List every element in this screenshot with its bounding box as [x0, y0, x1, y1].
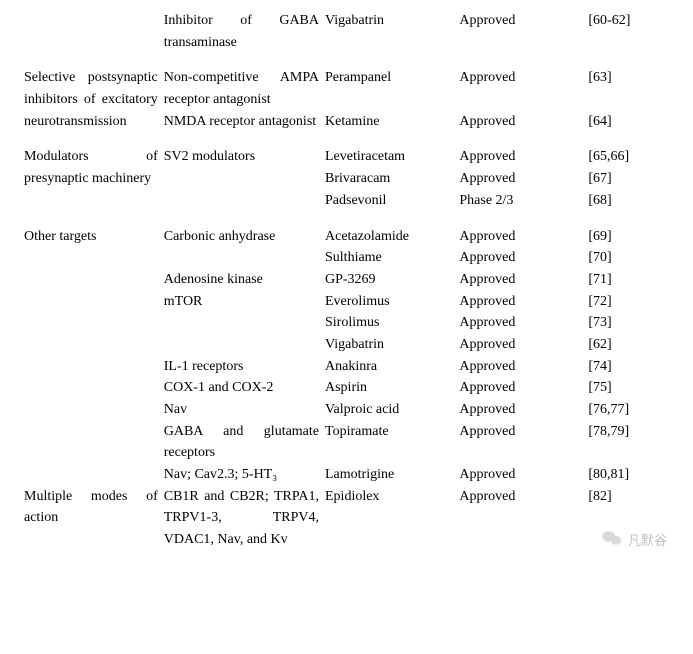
- cell-ref: [74]: [588, 356, 669, 378]
- cell-drug: Topiramate: [325, 421, 459, 464]
- cell-ref: [76,77]: [588, 399, 669, 421]
- cell-drug: Brivaracam: [325, 168, 459, 190]
- cell-status: Approved: [459, 399, 588, 421]
- cell-ref: [70]: [588, 247, 669, 269]
- cell-mechanism: Nav: [164, 399, 325, 421]
- table-row: Selective postsynaptic inhibitors of exc…: [24, 67, 669, 110]
- cell-status: Approved: [459, 10, 588, 53]
- cell-ref: [71]: [588, 269, 669, 291]
- wechat-icon: [602, 530, 622, 549]
- cell-ref: [60-62]: [588, 10, 669, 53]
- cell-drug: Vigabatrin: [325, 334, 459, 356]
- cell-drug: Sirolimus: [325, 312, 459, 334]
- cell-category: Modulators of presynaptic machinery: [24, 146, 164, 211]
- cell-mechanism: Nav; Cav2.3; 5-HT₃: [164, 464, 325, 486]
- cell-status: Approved: [459, 464, 588, 486]
- cell-drug: Anakinra: [325, 356, 459, 378]
- cell-mechanism: [164, 190, 325, 212]
- watermark-text: 凡默谷: [628, 530, 667, 549]
- group-spacer: [24, 53, 669, 67]
- cell-status: Approved: [459, 312, 588, 334]
- cell-mechanism: Non-competitive AMPA receptor antagonist: [164, 67, 325, 110]
- cell-mechanism: Adenosine kinase: [164, 269, 325, 291]
- cell-ref: [69]: [588, 226, 669, 248]
- cell-mechanism: mTOR: [164, 291, 325, 313]
- cell-category: Selective postsynaptic inhibitors of exc…: [24, 67, 164, 132]
- group-spacer: [24, 212, 669, 226]
- cell-ref: [62]: [588, 334, 669, 356]
- cell-drug: Valproic acid: [325, 399, 459, 421]
- cell-ref: [78,79]: [588, 421, 669, 464]
- cell-drug: Sulthiame: [325, 247, 459, 269]
- cell-status: Approved: [459, 486, 588, 551]
- cell-mechanism: IL-1 receptors: [164, 356, 325, 378]
- cell-status: Approved: [459, 111, 588, 133]
- page-fragment: { "table": { "columns_px": [130, 150, 12…: [0, 0, 693, 575]
- cell-drug: GP-3269: [325, 269, 459, 291]
- cell-drug: Acetazolamide: [325, 226, 459, 248]
- cell-category: Multiple modes of action: [24, 486, 164, 551]
- cell-status: Approved: [459, 146, 588, 168]
- cell-mechanism: GABA and glutamate receptors: [164, 421, 325, 464]
- table-row: Other targets Carbonic anhydrase Acetazo…: [24, 226, 669, 248]
- cell-drug: Aspirin: [325, 377, 459, 399]
- cell-drug: Perampanel: [325, 67, 459, 110]
- cell-status: Approved: [459, 269, 588, 291]
- cell-ref: [80,81]: [588, 464, 669, 486]
- cell-mechanism: [164, 168, 325, 190]
- cell-mechanism: Carbonic anhydrase: [164, 226, 325, 248]
- cell-ref: [64]: [588, 111, 669, 133]
- cell-ref: [63]: [588, 67, 669, 110]
- table-row: Multiple modes of action CB1R and CB2R; …: [24, 486, 669, 551]
- cell-drug: Levetiracetam: [325, 146, 459, 168]
- table-row: Inhibitor of GABA transaminase Vigabatri…: [24, 10, 669, 53]
- cell-drug: Everolimus: [325, 291, 459, 313]
- cell-status: Approved: [459, 247, 588, 269]
- cell-status: Approved: [459, 421, 588, 464]
- cell-status: Approved: [459, 168, 588, 190]
- cell-ref: [65,66]: [588, 146, 669, 168]
- cell-status: Approved: [459, 356, 588, 378]
- cell-drug: Padsevonil: [325, 190, 459, 212]
- cell-mechanism: [164, 312, 325, 334]
- cell-mechanism: NMDA receptor antagonist: [164, 111, 325, 133]
- cell-status: Approved: [459, 226, 588, 248]
- table-row: Modulators of presynaptic machinery SV2 …: [24, 146, 669, 168]
- cell-drug: Vigabatrin: [325, 10, 459, 53]
- cell-ref: [67]: [588, 168, 669, 190]
- cell-mechanism: COX-1 and COX-2: [164, 377, 325, 399]
- cell-mechanism: CB1R and CB2R; TRPA1, TRPV1-3, TRPV4, VD…: [164, 486, 325, 551]
- cell-status: Approved: [459, 334, 588, 356]
- group-spacer: [24, 132, 669, 146]
- cell-drug: Ketamine: [325, 111, 459, 133]
- drug-table: Inhibitor of GABA transaminase Vigabatri…: [24, 10, 669, 551]
- cell-status: Approved: [459, 377, 588, 399]
- cell-mechanism: Inhibitor of GABA transaminase: [164, 10, 325, 53]
- cell-status: Approved: [459, 67, 588, 110]
- cell-mechanism: [164, 334, 325, 356]
- cell-mechanism: [164, 247, 325, 269]
- cell-drug: Lamotrigine: [325, 464, 459, 486]
- cell-status: Approved: [459, 291, 588, 313]
- cell-category: Other targets: [24, 226, 164, 486]
- cell-drug: Epidiolex: [325, 486, 459, 551]
- watermark: 凡默谷: [602, 530, 667, 549]
- cell-status: Phase 2/3: [459, 190, 588, 212]
- cell-category: [24, 10, 164, 53]
- cell-ref: [73]: [588, 312, 669, 334]
- cell-mechanism: SV2 modulators: [164, 146, 325, 168]
- cell-ref: [75]: [588, 377, 669, 399]
- cell-ref: [68]: [588, 190, 669, 212]
- cell-ref: [72]: [588, 291, 669, 313]
